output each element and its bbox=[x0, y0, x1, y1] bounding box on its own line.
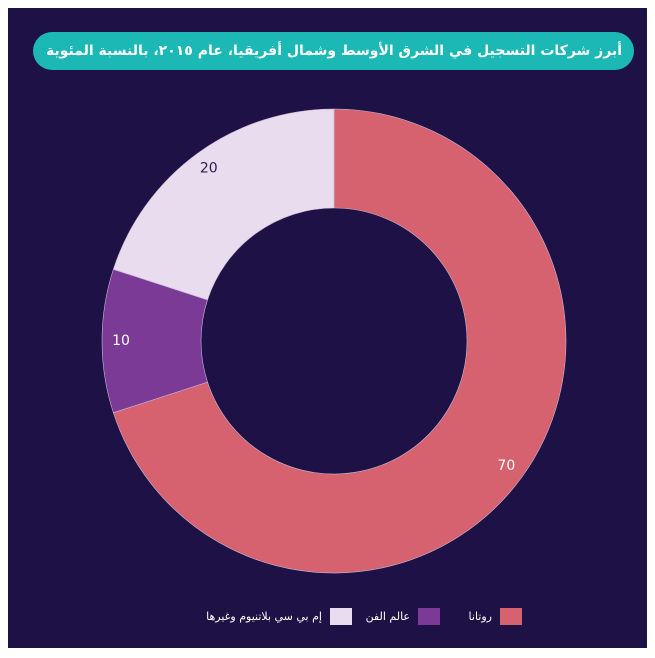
legend-label: روتانا bbox=[469, 610, 492, 623]
data-label: 20 bbox=[200, 161, 218, 177]
donut-slice bbox=[112, 108, 567, 574]
legend-swatch bbox=[500, 608, 522, 625]
data-label: 10 bbox=[112, 333, 130, 349]
data-label: 70 bbox=[497, 458, 515, 474]
title-pill bbox=[33, 32, 634, 70]
legend-swatch bbox=[418, 608, 440, 625]
legend-label: عالم الفن bbox=[366, 610, 410, 623]
chart-title: أبرز شركات التسجيل في الشرق الأوسط وشمال… bbox=[46, 41, 622, 59]
legend-label: إم بي سي بلاتنيوم وغيرها bbox=[206, 610, 322, 623]
legend-swatch bbox=[330, 608, 352, 625]
donut-slice bbox=[112, 108, 335, 301]
